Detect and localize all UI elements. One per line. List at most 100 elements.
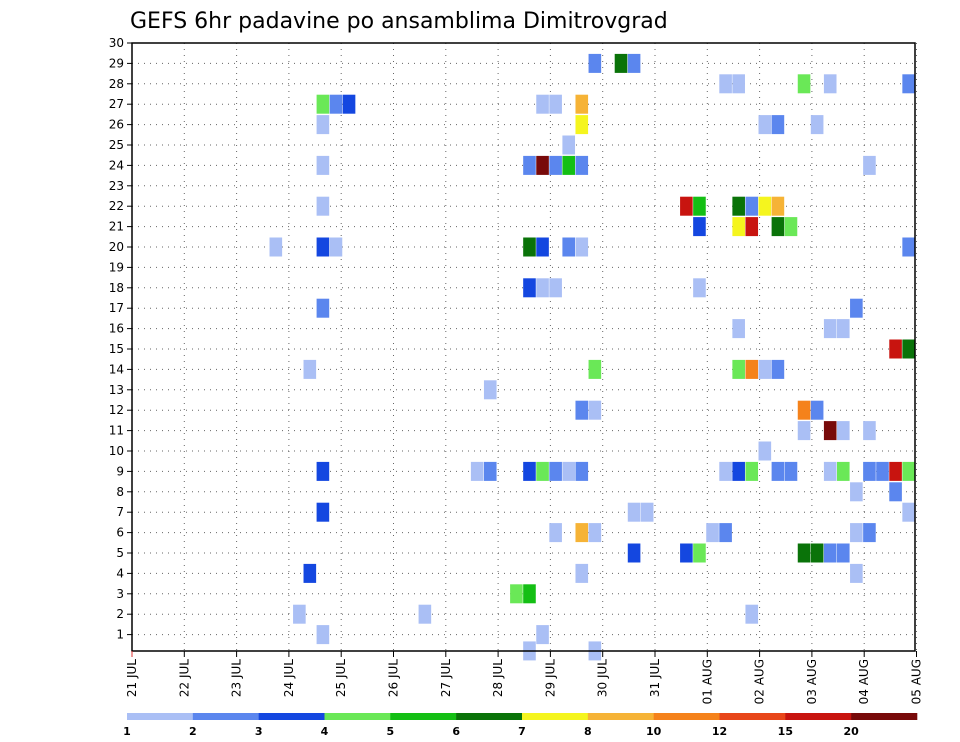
precip-cell-33 [575,237,589,257]
precip-cell-101 [823,319,837,339]
precip-cell-63 [693,278,706,298]
x-tick-label-9: 30 JUL [596,659,610,697]
precip-cell-20 [536,94,549,114]
y-tick-label-6: 7 [116,505,124,519]
precip-cell-54 [614,53,628,73]
colorbar-label-9: 12 [712,725,727,738]
precip-cell-106 [863,461,876,481]
precip-cell-114 [863,523,876,543]
precip-cell-46 [588,523,602,543]
y-tick-label-12: 13 [109,383,124,397]
x-tick-label-8: 29 JUL [543,659,557,697]
precip-cell-61 [693,196,706,216]
precip-cell-77 [732,359,745,379]
y-tick-label-10: 11 [109,424,124,438]
colorbar-swatch-11 [851,713,918,720]
x-tick-label-11: 01 AUG [700,659,714,704]
precip-cell-57 [627,502,641,522]
precip-cell-62 [693,217,706,237]
precip-cell-79 [758,359,772,379]
precip-cell-16 [418,604,432,624]
precip-cell-1 [316,625,330,645]
y-tick-label-17: 18 [109,281,124,295]
colorbar-label-10: 15 [778,725,793,738]
y-tick-label-16: 17 [109,301,124,315]
x-tick-label-4: 25 JUL [334,659,348,697]
x-tick-label-1: 22 JUL [177,659,191,697]
precip-cell-60 [680,196,693,216]
precip-cell-74 [771,217,785,237]
y-tick-label-15: 16 [109,322,124,336]
y-tick-label-19: 20 [109,240,124,254]
precip-cell-59 [627,543,641,563]
precip-cell-95 [797,400,811,420]
precip-cell-91 [771,115,785,135]
precip-cell-69 [745,196,759,216]
precip-cell-105 [836,461,850,481]
precip-cell-121 [902,74,915,94]
y-tick-label-11: 12 [109,403,124,417]
y-tick-label-24: 25 [109,138,124,152]
precip-cell-72 [732,217,745,237]
precip-cell-87 [706,523,719,543]
colorbar-swatch-4 [390,713,457,720]
y-tick-label-4: 5 [116,546,124,560]
precip-cell-81 [758,441,772,461]
x-tick-label-6: 27 JUL [439,659,453,697]
x-tick-label-7: 28 JUL [491,659,505,697]
x-tick-label-14: 04 AUG [857,659,871,704]
precip-cell-104 [823,461,837,481]
colorbar-label-1: 2 [189,725,197,738]
precip-cell-111 [889,482,902,502]
precip-cell-21 [549,94,562,114]
precip-cell-42 [562,461,576,481]
precip-cell-47 [575,563,589,583]
precip-cell-100 [863,421,876,441]
precip-cell-19 [483,461,497,481]
colorbar-swatch-6 [522,713,589,720]
precip-cell-80 [771,359,785,379]
colorbar-label-8: 10 [646,725,662,738]
precip-cell-29 [575,155,589,175]
y-tick-label-5: 6 [116,526,124,540]
precip-cell-7 [316,155,330,175]
precip-cell-18 [470,461,484,481]
y-tick-label-7: 8 [116,485,124,499]
precip-cell-65 [693,543,706,563]
y-tick-label-18: 19 [109,260,124,274]
precip-cell-112 [902,502,915,522]
precip-cell-41 [549,461,562,481]
colorbar-swatch-0 [127,713,194,720]
precip-cell-25 [523,155,536,175]
colorbar-swatch-2 [258,713,325,720]
colorbar-label-7: 8 [584,725,592,738]
precip-cell-31 [536,237,549,257]
precip-cell-94 [810,115,824,135]
colorbar-label-6: 7 [518,725,526,738]
precip-cell-58 [640,502,654,522]
precip-cell-2 [293,604,306,624]
colorbar-swatch-3 [324,713,391,720]
precip-cell-35 [536,278,549,298]
precip-cell-64 [680,543,693,563]
precip-cell-115 [797,543,811,563]
y-tick-label-1: 2 [116,607,124,621]
colorbar-label-0: 1 [123,725,131,738]
precip-cell-85 [771,461,785,481]
precip-cell-122 [902,237,915,257]
precip-cell-119 [850,563,863,583]
precip-cell-4 [329,94,343,114]
precip-cell-67 [732,74,745,94]
colorbar-swatch-5 [456,713,523,720]
y-tick-label-8: 9 [116,464,124,478]
plot-frame [131,42,916,652]
x-tick-label-2: 23 JUL [230,659,244,697]
precip-cell-123 [889,339,902,359]
colorbar-swatch-7 [587,713,654,720]
precip-cell-17 [483,380,497,400]
precip-cell-53 [588,53,602,73]
x-tick-label-15: 05 AUG [910,659,924,704]
precip-cell-113 [850,523,863,543]
precip-cell-89 [745,604,759,624]
precip-cell-13 [303,359,317,379]
